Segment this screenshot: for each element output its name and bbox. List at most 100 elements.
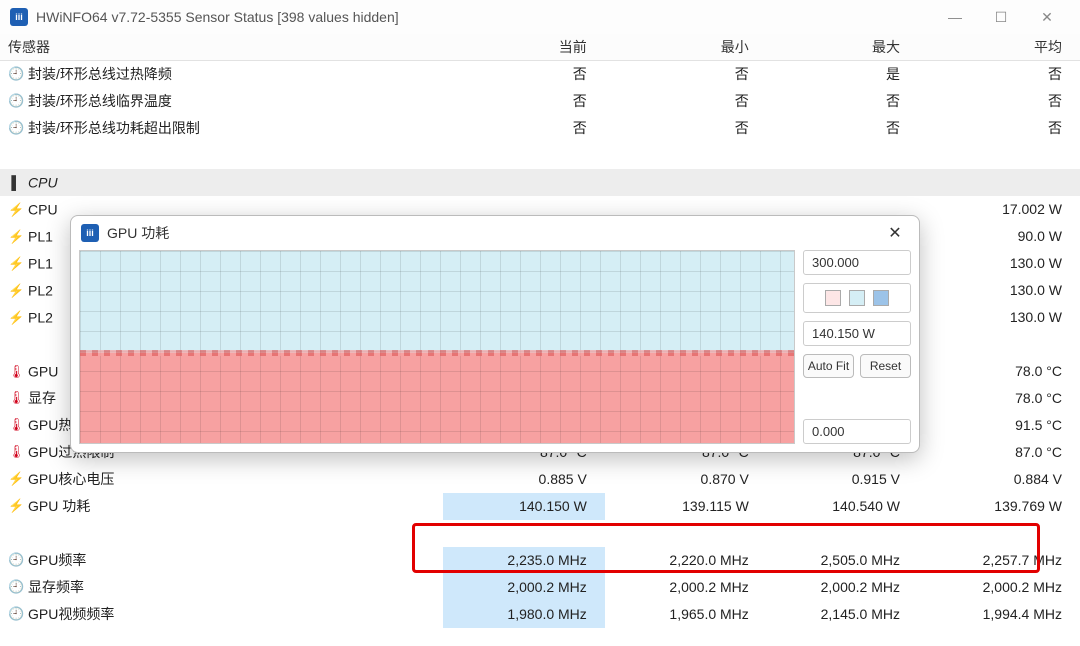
cell-avg: 否 bbox=[918, 61, 1080, 88]
graph-current-value: 140.150 W bbox=[803, 321, 911, 346]
app-icon: iii bbox=[10, 8, 28, 26]
therm-icon: 🌡 bbox=[8, 390, 24, 406]
graph-close-button[interactable]: ✕ bbox=[881, 219, 909, 247]
cell-max: 2,145.0 MHz bbox=[767, 601, 918, 628]
cell-min: 2,000.2 MHz bbox=[605, 574, 767, 601]
cell-current: 0.885 V bbox=[443, 466, 605, 493]
row-label: 显存 bbox=[28, 390, 56, 406]
graph-popup[interactable]: iii GPU 功耗 ✕ 300.000 140.150 W Auto Fit bbox=[70, 215, 920, 453]
therm-icon: 🌡 bbox=[8, 364, 24, 380]
cell-min: 否 bbox=[605, 88, 767, 115]
row-label: GPU bbox=[28, 364, 58, 380]
clock-icon: 🕘 bbox=[8, 579, 24, 595]
swatch-2[interactable] bbox=[873, 290, 889, 306]
table-row[interactable]: 🕘GPU频率2,235.0 MHz2,220.0 MHz2,505.0 MHz2… bbox=[0, 547, 1080, 574]
clock-icon: 🕘 bbox=[8, 93, 24, 109]
bolt-icon: ⚡ bbox=[8, 471, 24, 487]
swatch-1[interactable] bbox=[849, 290, 865, 306]
section-label: CPU bbox=[28, 175, 58, 191]
minimize-button[interactable]: — bbox=[932, 0, 978, 34]
cell-avg: 130.0 W bbox=[918, 304, 1080, 331]
row-label: GPU频率 bbox=[28, 552, 86, 568]
bolt-icon: ⚡ bbox=[8, 256, 24, 272]
table-row[interactable]: 🕘GPU视频频率1,980.0 MHz1,965.0 MHz2,145.0 MH… bbox=[0, 601, 1080, 628]
graph-trace bbox=[80, 350, 794, 356]
row-label: 显存频率 bbox=[28, 579, 84, 595]
cell-current: 否 bbox=[443, 61, 605, 88]
row-label: GPU 功耗 bbox=[28, 498, 90, 514]
cell-max: 否 bbox=[767, 88, 918, 115]
graph-titlebar[interactable]: iii GPU 功耗 ✕ bbox=[71, 216, 919, 250]
app-icon: iii bbox=[81, 224, 99, 242]
cell-avg: 139.769 W bbox=[918, 493, 1080, 520]
titlebar[interactable]: iii HWiNFO64 v7.72-5355 Sensor Status [3… bbox=[0, 0, 1080, 34]
cell-avg: 1,994.4 MHz bbox=[918, 601, 1080, 628]
table-row[interactable]: 🕘显存频率2,000.2 MHz2,000.2 MHz2,000.2 MHz2,… bbox=[0, 574, 1080, 601]
row-label: PL1 bbox=[28, 256, 53, 272]
swatch-0[interactable] bbox=[825, 290, 841, 306]
table-row[interactable]: ⚡GPU 功耗140.150 W139.115 W140.540 W139.76… bbox=[0, 493, 1080, 520]
cell-avg: 否 bbox=[918, 88, 1080, 115]
therm-icon: 🌡 bbox=[8, 444, 24, 460]
graph-swatches[interactable] bbox=[803, 283, 911, 313]
col-avg[interactable]: 平均 bbox=[918, 34, 1080, 61]
cell-avg: 78.0 °C bbox=[918, 385, 1080, 412]
row-label: PL1 bbox=[28, 229, 53, 245]
graph-grid bbox=[80, 251, 794, 443]
table-row[interactable]: 🕘封装/环形总线过热降频否否是否 bbox=[0, 61, 1080, 88]
close-button[interactable]: ✕ bbox=[1024, 0, 1070, 34]
cell-min: 否 bbox=[605, 115, 767, 142]
cell-min: 0.870 V bbox=[605, 466, 767, 493]
cell-current: 2,000.2 MHz bbox=[443, 574, 605, 601]
cell-max: 0.915 V bbox=[767, 466, 918, 493]
clock-icon: 🕘 bbox=[8, 606, 24, 622]
window-title: HWiNFO64 v7.72-5355 Sensor Status [398 v… bbox=[36, 9, 399, 25]
cell-current: 否 bbox=[443, 115, 605, 142]
spacer-row bbox=[0, 142, 1080, 169]
cell-avg: 87.0 °C bbox=[918, 439, 1080, 466]
reset-button[interactable]: Reset bbox=[860, 354, 911, 378]
cell-avg: 90.0 W bbox=[918, 223, 1080, 250]
graph-ymax: 300.000 bbox=[803, 250, 911, 275]
cell-avg: 否 bbox=[918, 115, 1080, 142]
sensor-table-wrap: 传感器 当前 最小 最大 平均 🕘封装/环形总线过热降频否否是否🕘封装/环形总线… bbox=[0, 34, 1080, 646]
cell-max: 是 bbox=[767, 61, 918, 88]
row-label: PL2 bbox=[28, 310, 53, 326]
col-max[interactable]: 最大 bbox=[767, 34, 918, 61]
cell-min: 否 bbox=[605, 61, 767, 88]
row-label: CPU bbox=[28, 202, 58, 218]
spacer-row bbox=[0, 520, 1080, 547]
cell-avg: 17.002 W bbox=[918, 196, 1080, 223]
maximize-button[interactable]: ☐ bbox=[978, 0, 1024, 34]
header-row: 传感器 当前 最小 最大 平均 bbox=[0, 34, 1080, 61]
clock-icon: 🕘 bbox=[8, 552, 24, 568]
bolt-icon: ⚡ bbox=[8, 283, 24, 299]
col-sensor[interactable]: 传感器 bbox=[0, 34, 443, 61]
cell-min: 2,220.0 MHz bbox=[605, 547, 767, 574]
cell-avg: 78.0 °C bbox=[918, 358, 1080, 385]
row-label: GPU核心电压 bbox=[28, 471, 114, 487]
cell-avg: 2,257.7 MHz bbox=[918, 547, 1080, 574]
auto-fit-button[interactable]: Auto Fit bbox=[803, 354, 854, 378]
col-min[interactable]: 最小 bbox=[605, 34, 767, 61]
graph-body: 300.000 140.150 W Auto Fit Reset 0.000 bbox=[71, 250, 919, 452]
cell-max: 140.540 W bbox=[767, 493, 918, 520]
graph-canvas[interactable] bbox=[79, 250, 795, 444]
cell-min: 1,965.0 MHz bbox=[605, 601, 767, 628]
section-row-cpu[interactable]: ▌CPU bbox=[0, 169, 1080, 196]
window-controls: — ☐ ✕ bbox=[932, 0, 1070, 34]
table-row[interactable]: ⚡GPU核心电压 0.885 V0.870 V0.915 V0.884 V bbox=[0, 466, 1080, 493]
row-label: 封装/环形总线临界温度 bbox=[28, 93, 172, 109]
cell-avg: 0.884 V bbox=[918, 466, 1080, 493]
row-label: PL2 bbox=[28, 283, 53, 299]
row-label: 封装/环形总线过热降频 bbox=[28, 66, 172, 82]
graph-ymin: 0.000 bbox=[803, 419, 911, 444]
cell-max: 2,000.2 MHz bbox=[767, 574, 918, 601]
table-row[interactable]: 🕘封装/环形总线临界温度否否否否 bbox=[0, 88, 1080, 115]
cell-avg: 91.5 °C bbox=[918, 412, 1080, 439]
cell-avg: 130.0 W bbox=[918, 250, 1080, 277]
cell-current: 1,980.0 MHz bbox=[443, 601, 605, 628]
table-row[interactable]: 🕘封装/环形总线功耗超出限制否否否否 bbox=[0, 115, 1080, 142]
clock-icon: 🕘 bbox=[8, 66, 24, 82]
col-current[interactable]: 当前 bbox=[443, 34, 605, 61]
